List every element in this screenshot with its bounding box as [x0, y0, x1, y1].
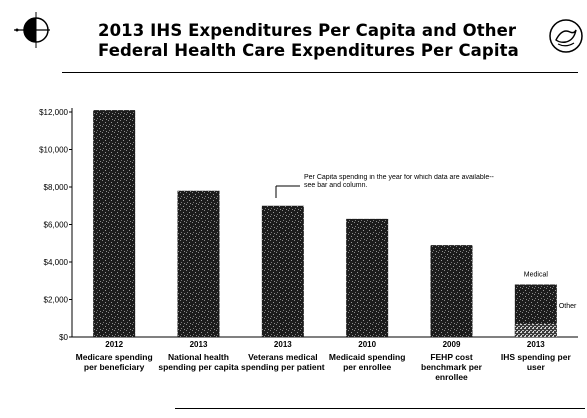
annotation-text: Per Capita spending in the year for whic…: [304, 174, 494, 189]
bar: [261, 205, 304, 337]
x-category-label: National health spending per capita: [158, 352, 239, 372]
bar-year-label: 2013: [527, 340, 545, 349]
x-category-label: IHS spending per user: [500, 352, 571, 372]
bar: [177, 190, 220, 337]
ihs-logo-icon: [12, 10, 52, 55]
bar-year-label: 2013: [274, 340, 292, 349]
title-divider: [62, 72, 578, 73]
segment-label-other: Other: [559, 303, 577, 310]
bar-year-label: 2012: [105, 340, 123, 349]
bars-group: 2012 2013 2013 2010 2009 2013 Medical Other: [93, 110, 577, 349]
x-category-label: Medicaid spending per enrollee: [328, 352, 406, 372]
y-tick-label: $2,000: [44, 296, 69, 305]
y-tick-label: $0: [59, 333, 68, 342]
bar: [346, 218, 389, 337]
chart-title: 2013 IHS Expenditures Per Capita and Oth…: [98, 21, 528, 61]
bar-year-label: 2010: [358, 340, 376, 349]
y-tick-label: $4,000: [44, 258, 69, 267]
bar-segment-other: [514, 323, 557, 337]
bar-year-label: 2009: [443, 340, 461, 349]
x-category-label: Medicare spending per beneficiary: [75, 352, 153, 372]
title-line-1: 2013 IHS Expenditures Per Capita and Oth…: [98, 21, 517, 40]
y-axis: $0 $2,000 $4,000 $6,000 $8,000 $10,000 $12,000: [39, 108, 578, 342]
hhs-eagle-icon: [548, 18, 584, 59]
y-tick-label: $10,000: [39, 146, 68, 155]
y-tick-label: $12,000: [39, 108, 68, 117]
x-category-label: Veterans medical spending per patient: [241, 352, 325, 372]
y-tick-label: $6,000: [44, 221, 69, 230]
footer-divider: [175, 408, 585, 409]
title-line-2: Federal Health Care Expenditures Per Cap…: [98, 41, 519, 60]
y-tick-label: $8,000: [44, 183, 69, 192]
x-category-label: FEHP cost benchmark per enrollee: [421, 352, 482, 382]
annotation-group: Per Capita spending in the year for whic…: [275, 174, 494, 198]
bar-year-label: 2013: [190, 340, 208, 349]
segment-label-medical: Medical: [524, 272, 549, 279]
bar: [93, 110, 136, 337]
bar: [430, 245, 473, 337]
